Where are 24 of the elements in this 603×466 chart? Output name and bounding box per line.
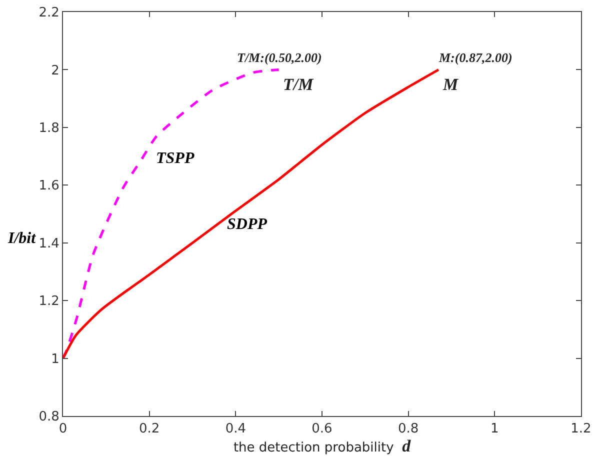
x-tick-label: 1 (490, 422, 499, 437)
annotation: M (442, 75, 459, 94)
x-tick-label: 0.4 (225, 422, 246, 437)
x-tick-label: 0.8 (398, 422, 419, 437)
x-tick-label: 0.6 (312, 422, 332, 437)
y-tick-label: 1.4 (38, 236, 60, 252)
y-tick-label: 1.6 (38, 178, 60, 194)
annotation: T/M (283, 75, 314, 94)
line-series (63, 68, 440, 360)
y-tick-label: 2.2 (38, 6, 60, 21)
y-axis-title: I/bit (7, 230, 36, 247)
y-tick-label: 1.2 (38, 294, 60, 310)
x-axis-title: the detection probability d (233, 436, 412, 456)
y-tick-label: 1.8 (38, 120, 60, 136)
series-label: TSPP (156, 150, 194, 167)
x-tick-label: 0.2 (138, 422, 160, 437)
annotation: M:(0.87,2.00) (438, 50, 512, 65)
series-label: SDPP (227, 216, 268, 233)
y-tick-label: 1 (51, 352, 60, 367)
y-tick-label: 0.8 (38, 410, 60, 425)
y-tick-label: 2 (51, 63, 60, 78)
x-tick-label: 1.2 (570, 422, 592, 437)
x-tick-label: 0 (58, 422, 68, 437)
annotation: T/M:(0.50,2.00) (237, 50, 322, 65)
